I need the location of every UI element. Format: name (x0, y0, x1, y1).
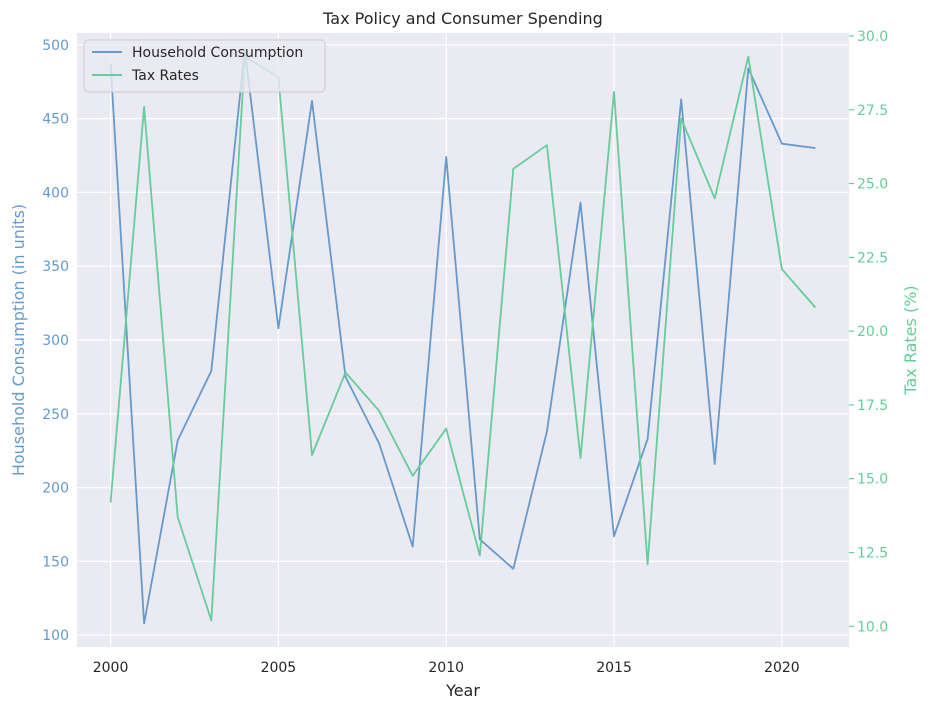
series-line-household-consumption (109, 48, 816, 625)
x-tick-label: 2010 (428, 660, 464, 676)
y-tick-label-left: 300 (42, 333, 69, 349)
x-ticks: 2000 2005 2010 2015 2020 (93, 660, 800, 676)
x-tick-label: 2015 (596, 660, 632, 676)
y-tick-label-left: 200 (42, 481, 69, 497)
x-tick-label: 2005 (261, 660, 297, 676)
y-tick-label-right: 17.5 (857, 398, 888, 414)
y-tick-label-left: 450 (42, 112, 69, 128)
y-tick-label-right: 25.0 (857, 177, 888, 193)
x-tick-label: 2020 (764, 660, 800, 676)
legend-label-tax-rates: Tax Rates (131, 68, 199, 84)
y-tick-label-left: 400 (42, 185, 69, 201)
y-tick-label-right: 15.0 (857, 472, 888, 488)
y-tick-label-right: 27.5 (857, 103, 888, 119)
y-axis-label-right: Tax Rates (%) (901, 285, 920, 395)
chart-title: Tax Policy and Consumer Spending (322, 9, 603, 28)
x-axis-label: Year (445, 681, 480, 700)
y-tick-label-left: 350 (42, 259, 69, 275)
y-tick-label-right: 22.5 (857, 250, 888, 266)
legend-box (83, 39, 326, 93)
y-tick-label-right: 10.0 (857, 619, 888, 635)
y-tick-label-right: 12.5 (857, 546, 888, 562)
series-line-tax-rates (109, 55, 817, 622)
y-tick-label-left: 150 (42, 554, 69, 570)
series-layer (109, 48, 817, 625)
legend: Household Consumption Tax Rates (83, 39, 326, 93)
legend-label-household-consumption: Household Consumption (132, 45, 303, 61)
y-tick-label-right: 30.0 (857, 29, 888, 45)
y-ticks-left: 100 150 200 250 300 350 400 450 500 (42, 38, 69, 644)
y-tick-label-left: 500 (42, 38, 69, 54)
y-tick-label-right: 20.0 (857, 324, 888, 340)
y-axis-label-left: Household Consumption (in units) (9, 204, 28, 476)
y-tick-label-left: 100 (42, 628, 69, 644)
x-tick-label: 2000 (93, 660, 129, 676)
y-ticks-right: 10.0 12.5 15.0 17.5 20.0 22.5 25.0 27.5 30.0 (849, 29, 888, 635)
y-tick-label-left: 250 (42, 407, 69, 423)
